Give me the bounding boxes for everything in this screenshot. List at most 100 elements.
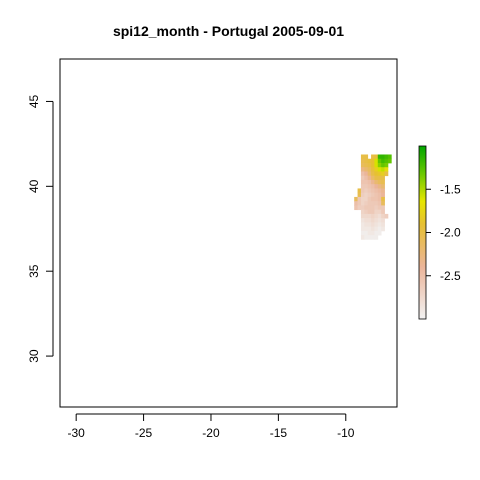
raster-cell (371, 188, 375, 194)
raster-cell (364, 184, 369, 189)
raster-cell (381, 158, 385, 164)
raster-cell (374, 218, 379, 223)
raster-cell (364, 162, 369, 168)
raster-cell (364, 154, 369, 160)
raster-cell (367, 230, 372, 236)
raster-cell (381, 184, 385, 189)
raster-cell (381, 196, 385, 202)
raster-cell (381, 209, 385, 215)
raster-cell (374, 179, 379, 185)
raster-cell (371, 184, 375, 189)
raster-cell (371, 167, 375, 172)
raster-cell (367, 222, 372, 228)
raster-cell (364, 222, 369, 228)
raster-cell (364, 188, 369, 194)
raster-cell (360, 167, 365, 172)
x-axis: -30 -25 -20 -15 -10 (68, 413, 355, 440)
raster-cell (381, 154, 385, 160)
raster-cell (367, 162, 372, 168)
raster-cell (371, 235, 375, 240)
raster-cell (371, 175, 375, 181)
raster-cell (371, 171, 375, 177)
raster-cell (387, 154, 392, 160)
raster-cell (360, 192, 365, 198)
raster-cell (377, 226, 382, 232)
raster-cell (360, 184, 365, 189)
raster-cell (364, 209, 369, 215)
raster-cell (367, 179, 372, 185)
raster-cell (377, 201, 382, 206)
raster-cell (371, 179, 375, 185)
x-tick-label: -15 (270, 426, 288, 440)
legend-tick-label: -2.5 (440, 269, 461, 283)
raster-cell (367, 184, 372, 189)
raster-cell (360, 201, 365, 206)
raster-cell (364, 218, 369, 223)
raster-cell (377, 222, 382, 228)
raster-cell (371, 162, 375, 168)
raster-cell (354, 201, 358, 206)
raster-cell (371, 218, 375, 223)
y-tick-label: 35 (27, 264, 41, 278)
raster-cell (364, 213, 369, 219)
raster-cell (360, 158, 365, 164)
raster-cell (374, 154, 379, 160)
raster-cell (377, 184, 382, 189)
raster-cell (377, 209, 382, 215)
raster-cell (374, 171, 379, 177)
raster-cell (381, 175, 385, 181)
raster-cell (367, 171, 372, 177)
plot-title: spi12_month - Portugal 2005-09-01 (112, 23, 345, 39)
raster-cell (374, 209, 379, 215)
raster-cell (367, 213, 372, 219)
raster-cell (377, 188, 382, 194)
raster-cell (357, 188, 362, 194)
raster-cell (374, 222, 379, 228)
raster-cell (377, 162, 382, 168)
y-tick-label: 40 (27, 179, 41, 193)
raster-cell (371, 230, 375, 236)
raster-cell (364, 230, 369, 236)
raster-cell (381, 218, 385, 223)
raster-cell (381, 171, 385, 177)
x-tick-label: -20 (202, 426, 220, 440)
raster-cell (357, 196, 362, 202)
y-tick-label: 45 (27, 94, 41, 108)
raster-cell (374, 226, 379, 232)
legend-tick-label: -2.0 (440, 226, 461, 240)
raster-cell (384, 171, 389, 177)
raster-cell (374, 205, 379, 211)
raster-cell (377, 205, 382, 211)
raster-cell (360, 179, 365, 185)
raster-cell (354, 205, 358, 211)
raster-cell (371, 213, 375, 219)
raster-cell (377, 218, 382, 223)
legend-color-bar (418, 145, 427, 320)
raster-cell (377, 167, 382, 172)
raster-cell (381, 179, 385, 185)
raster-cell (371, 201, 375, 206)
raster-cell (364, 171, 369, 177)
raster-cell (384, 158, 389, 164)
raster-cell (367, 158, 372, 164)
raster-cell (374, 201, 379, 206)
raster-cell (360, 171, 365, 177)
raster-cell (367, 192, 372, 198)
raster-cell (374, 158, 379, 164)
raster-cell (364, 201, 369, 206)
raster-cell (364, 192, 369, 198)
raster-cell (364, 175, 369, 181)
raster-cell (360, 154, 365, 160)
raster-cell (360, 213, 365, 219)
raster-cell (371, 154, 375, 160)
raster-cell (374, 188, 379, 194)
raster-cell (360, 230, 365, 236)
raster-cell (384, 167, 389, 172)
raster-cell (381, 188, 385, 194)
raster-cell (360, 175, 365, 181)
raster-cell (360, 188, 365, 194)
raster-cell (357, 192, 362, 198)
raster-cell (377, 230, 382, 236)
raster-cell (377, 158, 382, 164)
raster-cell (360, 196, 365, 202)
